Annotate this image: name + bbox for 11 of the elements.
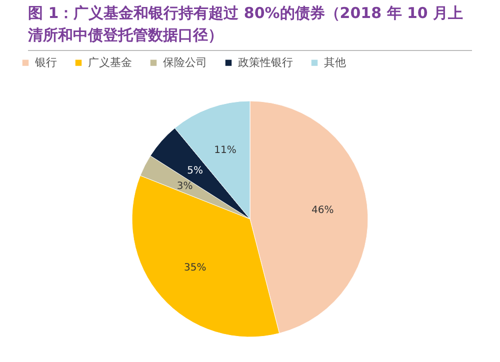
legend-label: 银行 — [34, 56, 57, 69]
data-label: 35% — [184, 262, 206, 274]
legend-label: 政策性银行 — [238, 56, 293, 69]
data-label: 11% — [214, 145, 236, 156]
legend-label: 广义基金 — [88, 56, 132, 69]
data-label: 3% — [176, 180, 193, 192]
data-label: 46% — [311, 204, 334, 216]
data-label: 5% — [187, 166, 204, 177]
legend-label: 保险公司 — [163, 56, 207, 69]
legend-label: 其他 — [324, 56, 346, 69]
chart-title: 图 1：广义基金和银行持有超过 80%的债券（2018 年 10 月上清所和中债登托管数据口径） — [28, 2, 472, 51]
